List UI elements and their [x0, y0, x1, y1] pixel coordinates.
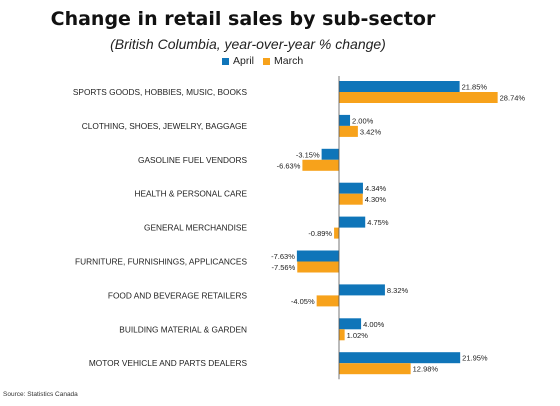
data-label-march: 3.42%	[360, 127, 382, 136]
category-label: GASOLINE FUEL VENDORS	[138, 155, 247, 165]
data-label-april: -7.63%	[271, 252, 295, 261]
bar-april	[296, 250, 339, 262]
category-label: BUILDING MATERIAL & GARDEN	[119, 324, 247, 334]
data-label-april: 4.00%	[363, 320, 385, 329]
data-label-april: 21.95%	[462, 354, 488, 363]
legend-swatch-april	[222, 57, 229, 65]
bar-march	[334, 227, 339, 239]
bar-april	[339, 318, 362, 330]
legend-label-april: April	[233, 55, 255, 67]
data-label-march: -4.05%	[291, 297, 315, 306]
bar-april	[339, 216, 366, 228]
data-label-april: 4.34%	[365, 184, 387, 193]
bar-march	[339, 329, 345, 341]
category-label: HEALTH & PERSONAL CARE	[135, 189, 248, 199]
category-label: FOOD AND BEVERAGE RETAILERS	[108, 290, 248, 300]
data-label-march: -7.56%	[272, 263, 296, 272]
category-label: FURNITURE, FURNISHINGS, APPLICANCES	[75, 257, 247, 267]
legend-item-march: March	[263, 55, 303, 67]
category-label: MOTOR VEHICLE AND PARTS DEALERS	[89, 358, 248, 368]
data-label-march: 4.30%	[365, 195, 387, 204]
data-label-april: -3.15%	[296, 150, 320, 159]
data-label-april: 4.75%	[367, 218, 389, 227]
legend: April March	[222, 55, 312, 67]
bar-april	[339, 81, 460, 92]
legend-swatch-march	[263, 57, 271, 65]
bar-april	[339, 182, 363, 194]
data-label-march: 28.74%	[500, 94, 526, 103]
bar-march	[339, 193, 363, 205]
legend-item-april: April	[222, 55, 254, 67]
bar-april	[339, 114, 351, 126]
source-note: Source: Statistics Canada	[3, 391, 78, 398]
chart-subtitle: (British Columbia, year-over-year % chan…	[110, 36, 386, 52]
bar-march	[302, 159, 339, 171]
bar-march	[339, 92, 498, 103]
data-label-april: 2.00%	[352, 116, 374, 125]
bar-march	[339, 363, 411, 375]
category-label: CLOTHING, SHOES, JEWELRY, BAGGAGE	[82, 121, 248, 131]
data-label-april: 21.85%	[462, 83, 488, 92]
legend-label-march: March	[274, 55, 304, 67]
data-label-march: 12.98%	[413, 365, 439, 374]
data-label-april: 8.32%	[387, 286, 409, 295]
chart-title: Change in retail sales by sub-sector	[50, 8, 436, 30]
data-label-march: -0.89%	[308, 229, 332, 238]
bar-april	[339, 284, 385, 296]
data-label-march: -6.63%	[277, 161, 301, 170]
bar-april	[339, 352, 461, 364]
data-label-march: 1.02%	[347, 331, 369, 340]
bar-march	[339, 125, 358, 137]
bar-march	[297, 261, 339, 273]
bar-april	[321, 148, 339, 160]
category-label: SPORTS GOODS, HOBBIES, MUSIC, BOOKS	[73, 87, 248, 97]
category-label: GENERAL MERCHANDISE	[144, 223, 247, 233]
bar-march	[316, 295, 339, 307]
